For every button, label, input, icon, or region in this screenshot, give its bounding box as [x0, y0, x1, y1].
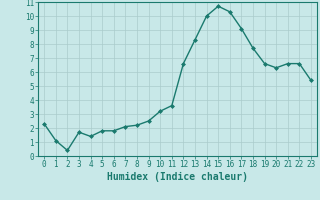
- X-axis label: Humidex (Indice chaleur): Humidex (Indice chaleur): [107, 172, 248, 182]
